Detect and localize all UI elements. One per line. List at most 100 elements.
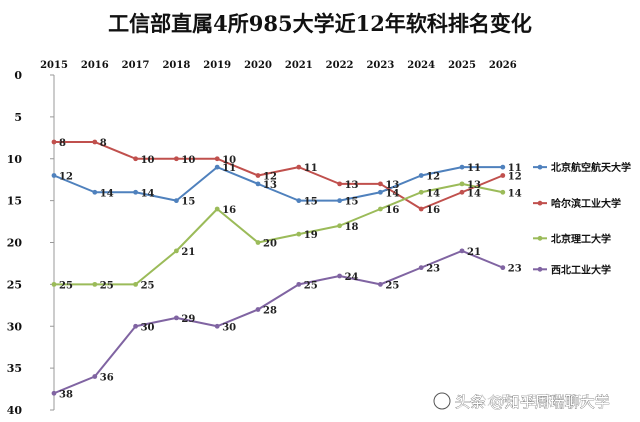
data-label-0-2022: 15 [345,197,359,208]
point-0-2018 [174,198,179,204]
data-label-0-2019: 11 [222,163,236,174]
data-label-2-2023: 16 [385,205,399,216]
x-tick-2022: 2022 [326,60,354,71]
y-tick-40: 40 [7,404,23,417]
data-label-3-2026: 23 [508,264,522,275]
point-3-2015 [51,390,57,396]
point-2-2025 [459,181,465,187]
data-label-1-2021: 11 [304,163,318,174]
data-label-3-2017: 30 [141,322,155,333]
y-tick-labels: 0 5 10 15 20 25 30 35 40 [7,69,54,417]
series-line-1 [54,141,504,210]
data-label-3-2024: 23 [426,264,440,275]
point-2-2026 [500,189,506,195]
data-label-2-2016: 25 [100,280,114,291]
legend-marker-2 [537,235,543,241]
point-2-2024 [418,189,424,195]
point-1-2022 [337,181,342,187]
x-tick-2020: 2020 [244,60,272,71]
point-1-2026 [500,173,506,178]
point-0-2020 [255,181,261,187]
y-tick-10: 10 [7,153,23,166]
series-lines [53,141,504,395]
point-1-2019 [214,156,220,162]
point-3-2026 [500,265,506,271]
series-line-0 [53,166,503,202]
point-2-2021 [296,231,302,237]
point-0-2026 [500,164,506,170]
watermark: 公众号 · 星球数据派 头条 @知乎周瑞聊大学 [433,392,610,411]
data-label-2-2024: 14 [426,188,440,199]
series-line-3 [53,249,504,395]
data-label-1-2015: 8 [59,138,66,149]
point-2-2017 [133,281,139,287]
data-label-0-2023: 14 [385,188,399,199]
point-1-2017 [133,156,139,162]
data-label-1-2024: 16 [426,205,440,216]
data-label-3-2025: 21 [467,247,481,258]
x-tick-2015: 2015 [40,60,68,71]
data-label-1-2023: 13 [385,180,399,191]
series-line-2 [54,182,504,286]
point-0-2019 [214,164,220,170]
data-label-2-2022: 18 [345,222,359,233]
data-label-0-2024: 12 [426,172,440,183]
y-tick-35: 35 [7,362,22,375]
data-label-2-2025: 13 [467,180,481,191]
point-3-2025 [459,248,465,254]
point-1-2016 [92,139,98,145]
data-label-3-2021: 25 [304,280,318,291]
point-0-2016 [92,189,98,195]
data-label-0-2026: 11 [508,163,522,174]
x-tick-2021: 2021 [285,60,313,71]
data-label-1-2018: 10 [181,155,195,166]
legend-label-0: 北京航空航天大学 [551,161,631,174]
point-2-2022 [337,223,342,229]
point-1-2021 [296,164,302,170]
chat-bubble-icon [433,392,451,410]
data-label-2-2015: 25 [59,280,73,291]
data-label-1-2025: 14 [467,188,481,199]
data-label-0-2016: 14 [100,188,114,199]
data-label-2-2026: 14 [508,188,522,199]
point-1-2024 [418,206,424,212]
legend-marker-0 [537,164,543,170]
series-points [51,139,506,396]
legend-marker-1 [537,200,543,206]
point-0-2024 [418,173,424,178]
point-2-2016 [92,281,98,287]
data-label-1-2016: 8 [100,138,107,149]
data-label-0-2020: 13 [263,180,277,191]
data-label-0-2018: 15 [181,197,195,208]
point-3-2020 [255,307,261,312]
data-label-1-2022: 13 [345,180,359,191]
data-label-3-2023: 25 [385,280,399,291]
data-label-2-2020: 20 [263,239,277,250]
data-label-0-2025: 11 [467,163,481,174]
point-3-2021 [296,281,302,287]
point-2-2018 [174,248,179,254]
x-tick-2024: 2024 [407,60,435,71]
point-2-2020 [255,240,261,245]
data-label-3-2019: 30 [222,322,236,333]
legend-label-1: 哈尔滨工业大学 [551,197,621,210]
data-label-0-2015: 12 [59,172,73,183]
point-1-2018 [174,156,179,162]
point-0-2021 [296,198,302,204]
data-label-1-2020: 12 [263,172,277,183]
point-0-2017 [133,189,139,195]
x-tick-2018: 2018 [162,60,190,71]
y-tick-0: 0 [14,69,22,82]
x-tick-2026: 2026 [489,60,517,71]
point-0-2022 [337,198,342,204]
data-label-0-2017: 14 [141,188,155,199]
point-1-2023 [378,181,383,187]
point-1-2020 [255,173,261,178]
point-2-2019 [214,206,220,212]
data-label-3-2015: 38 [59,389,73,400]
chart-title: 工信部直属4所985大学近12年软科排名变化 [108,11,532,36]
data-label-3-2016: 36 [100,373,114,384]
x-tick-2017: 2017 [122,60,150,71]
